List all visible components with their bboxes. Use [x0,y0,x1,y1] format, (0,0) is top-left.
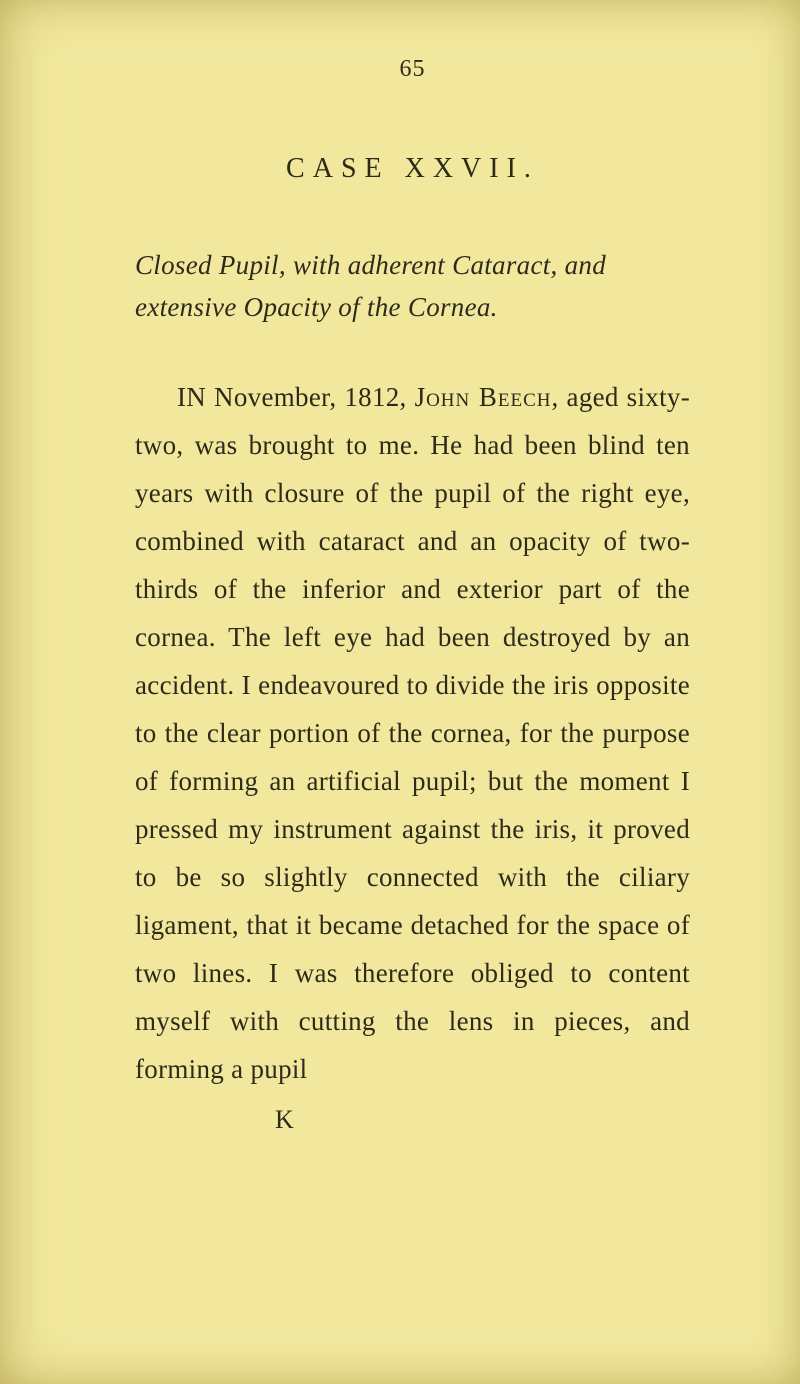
book-page: 65 CASE XXVII. Closed Pupil, with adhere… [0,0,800,1384]
signature-mark: K [275,1097,690,1143]
body-paragraph-text: IN November, 1812, John Beech, aged sixt… [135,382,690,1085]
person-name: John Beech [415,382,552,412]
case-heading: CASE XXVII. [135,153,690,185]
case-subtitle: Closed Pupil, with adherent Cataract, an… [135,245,690,329]
body-paragraph: IN November, 1812, John Beech, aged sixt… [135,373,690,1144]
page-number: 65 [135,56,690,83]
